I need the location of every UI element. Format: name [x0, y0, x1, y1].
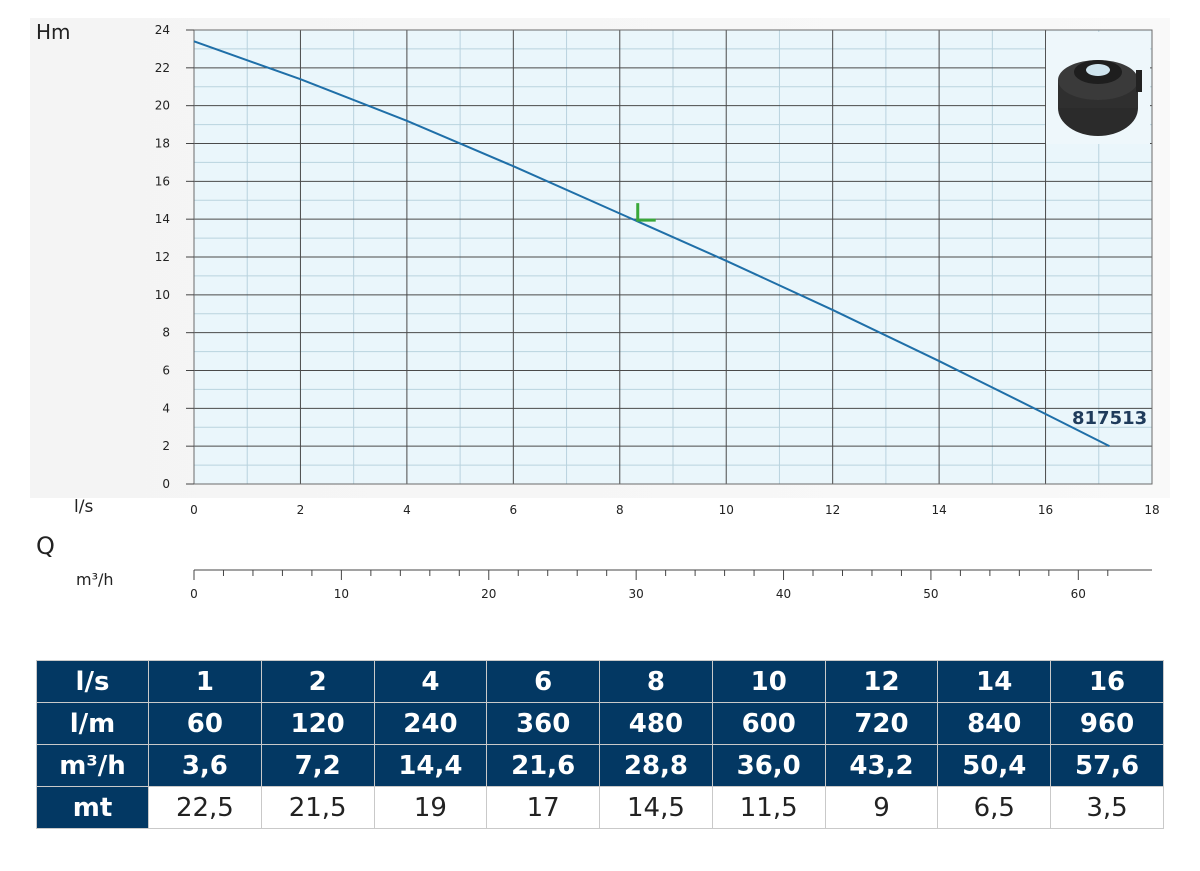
table-cell: 4 [373, 660, 488, 703]
table-cell: 600 [711, 702, 826, 745]
row-label: l/m [36, 702, 149, 745]
table-cell: 60 [148, 702, 262, 745]
table-cell: 960 [1050, 702, 1164, 745]
table-cell: 10 [711, 660, 826, 703]
table-cell: 120 [260, 702, 375, 745]
y-tick-label: 24 [155, 23, 170, 37]
table-cell: 720 [824, 702, 939, 745]
major-gridlines [194, 30, 1152, 484]
row-label: l/s [36, 660, 149, 703]
x-tick-label: 18 [1144, 503, 1159, 517]
table-cell: 11,5 [711, 786, 826, 829]
performance-table-container: l/s 1 2 4 6 8 10 12 14 16 l/m 60 120 240 360 480 600 720 8… [36, 660, 1164, 829]
x-tick-label: 0 [190, 503, 198, 517]
x-tick-label: 4 [403, 503, 411, 517]
series-layer [193, 40, 1110, 448]
y-tick-label: 8 [162, 326, 170, 340]
table-cell: 36,0 [711, 744, 826, 787]
performance-table: l/s 1 2 4 6 8 10 12 14 16 l/m 60 120 240 360 480 600 720 8… [36, 660, 1164, 829]
table-cell: 2 [260, 660, 375, 703]
x-tick-label: 2 [297, 503, 305, 517]
table-cell: 43,2 [824, 744, 939, 787]
y-tick-label: 0 [162, 477, 170, 491]
y-tick-label: 6 [162, 364, 170, 378]
table-cell: 12 [824, 660, 939, 703]
x-tick-label: 12 [825, 503, 840, 517]
table-cell: 360 [486, 702, 601, 745]
y-tick-label: 22 [155, 61, 170, 75]
table-cell: 6,5 [937, 786, 1052, 829]
table-cell: 50,4 [937, 744, 1052, 787]
y-axis-title: Hm [36, 20, 71, 44]
table-cell: 840 [937, 702, 1052, 745]
x-tick-label: 16 [1038, 503, 1053, 517]
row-label: mt [36, 786, 149, 829]
table-cell: 9 [824, 786, 939, 829]
table-row: m³/h 3,6 7,2 14,4 21,6 28,8 36,0 43,2 50,4 57,6 [36, 744, 1164, 787]
secondary-x-axis: 0 10 20 30 40 50 60 [190, 569, 1152, 601]
secondary-tick-label: 60 [1071, 587, 1086, 601]
table-cell: 240 [373, 702, 488, 745]
table-cell: 480 [599, 702, 713, 745]
table-row: l/s 1 2 4 6 8 10 12 14 16 [36, 660, 1164, 703]
x-tick-label: 6 [510, 503, 518, 517]
x-unit-primary: l/s [74, 497, 93, 517]
table-cell: 8 [599, 660, 713, 703]
x-tick-label: 14 [931, 503, 946, 517]
table-cell: 19 [373, 786, 488, 829]
table-cell: 14,5 [599, 786, 713, 829]
table-cell: 21,5 [260, 786, 375, 829]
table-row: mt 22,5 21,5 19 17 14,5 11,5 9 6,5 3,5 [36, 786, 1164, 829]
table-row: l/m 60 120 240 360 480 600 720 840 960 [36, 702, 1164, 745]
series-line [193, 40, 1110, 448]
x-tick-label: 8 [616, 503, 624, 517]
y-tick-label: 20 [155, 99, 170, 113]
x-unit-secondary: m³/h [76, 570, 114, 589]
table-cell: 7,2 [260, 744, 375, 787]
marker-layer [636, 203, 656, 222]
series-label: 817513 [1072, 408, 1147, 429]
row-label: m³/h [36, 744, 149, 787]
table-cell: 14 [937, 660, 1052, 703]
y-tick-label: 14 [155, 212, 170, 226]
x-tick-label: 10 [719, 503, 734, 517]
y-tick-label: 18 [155, 137, 170, 151]
table-cell: 14,4 [373, 744, 488, 787]
y-tick-label: 2 [162, 439, 170, 453]
x-axis-ticks: 0 2 4 6 8 10 12 14 16 18 [190, 503, 1159, 517]
x-axis-title: Q [36, 532, 55, 560]
product-image [1046, 32, 1150, 144]
table-cell: 21,6 [486, 744, 601, 787]
table-cell: 6 [486, 660, 601, 703]
y-tick-label: 16 [155, 174, 170, 188]
y-tick-label: 12 [155, 250, 170, 264]
secondary-tick-label: 0 [190, 587, 198, 601]
table-cell: 28,8 [599, 744, 713, 787]
secondary-tick-label: 20 [481, 587, 496, 601]
secondary-tick-label: 30 [629, 587, 644, 601]
secondary-tick-label: 50 [923, 587, 938, 601]
secondary-tick-label: 40 [776, 587, 791, 601]
y-tick-label: 4 [162, 401, 170, 415]
table-cell: 17 [486, 786, 601, 829]
table-cell: 1 [148, 660, 262, 703]
table-cell: 3,6 [148, 744, 262, 787]
table-cell: 16 [1050, 660, 1164, 703]
table-cell: 3,5 [1050, 786, 1164, 829]
operating-point-marker [636, 203, 656, 222]
y-tick-label: 10 [155, 288, 170, 302]
secondary-tick-label: 10 [334, 587, 349, 601]
table-cell: 57,6 [1050, 744, 1164, 787]
table-cell: 22,5 [148, 786, 262, 829]
